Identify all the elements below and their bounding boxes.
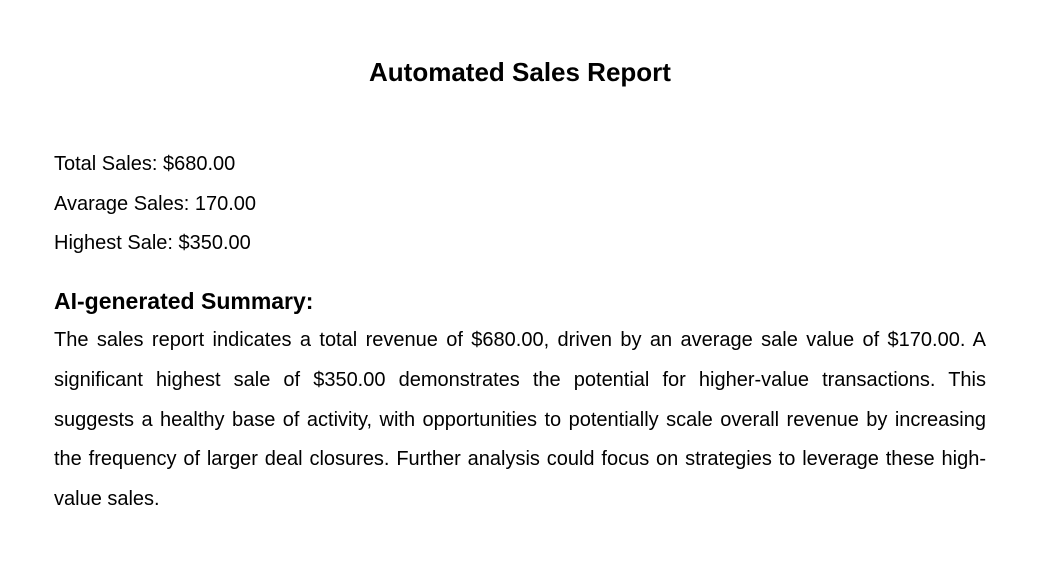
stats-section: Total Sales: $680.00 Avarage Sales: 170.… — [54, 154, 986, 253]
average-sales-line: Avarage Sales: 170.00 — [54, 192, 257, 215]
summary-heading: AI-generated Summary: — [54, 288, 314, 314]
summary-paragraph: The sales report indicates a total reven… — [54, 329, 986, 511]
highest-sale-line: Highest Sale: $350.00 — [54, 232, 251, 254]
total-sales-line: Total Sales: $680.00 — [54, 153, 236, 175]
page-title: Automated Sales Report — [369, 57, 671, 87]
